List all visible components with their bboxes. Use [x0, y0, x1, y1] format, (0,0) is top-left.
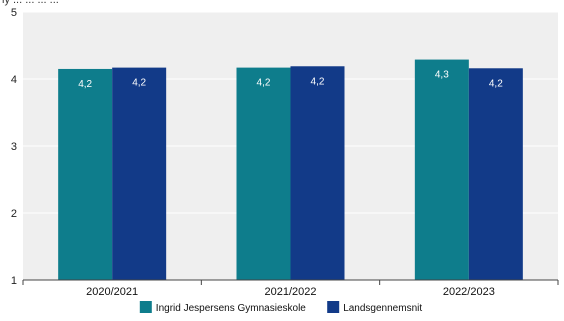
x-category-label: 2021/2022: [265, 286, 317, 298]
bar: [236, 67, 291, 280]
x-axis-category-labels: 2020/2021 2021/2022 2022/2023: [86, 286, 495, 298]
y-tick-label: 2: [11, 208, 17, 220]
bar: [290, 66, 345, 281]
legend-swatch: [327, 301, 340, 313]
data-label: 4,3: [435, 70, 449, 81]
data-label: 4,2: [311, 76, 325, 87]
y-tick-label: 1: [11, 275, 17, 287]
legend-label: Ingrid Jespersens Gymnasieskole: [156, 303, 307, 314]
x-category-label: 2020/2021: [86, 286, 138, 298]
bar: [58, 68, 113, 280]
y-tick-label: 3: [11, 141, 17, 153]
bars: [58, 59, 523, 281]
legend-swatch: [139, 301, 152, 313]
data-label: 4,2: [489, 78, 503, 89]
x-axis-tick-marks: [22, 280, 559, 285]
data-labels: 4,2 4,2 4,2 4,2 4,3 4,2: [78, 70, 503, 90]
bar: [468, 68, 523, 280]
legend: Ingrid Jespersens Gymnasieskole Landsgenn…: [139, 301, 422, 314]
y-tick-label: 4: [11, 74, 17, 86]
data-label: 4,2: [78, 79, 92, 90]
x-category-label: 2022/2023: [443, 286, 495, 298]
data-label: 4,2: [132, 78, 146, 89]
y-tick-label: 5: [11, 7, 17, 19]
legend-label: Landsgennemsnit: [343, 303, 422, 314]
data-label: 4,2: [257, 78, 271, 89]
y-axis-tick-labels: 1 2 3 4 5: [11, 7, 17, 287]
bar: [414, 59, 469, 280]
chart-title-fragment: ly ... ... ... ...: [2, 0, 59, 6]
bar: [112, 67, 167, 280]
